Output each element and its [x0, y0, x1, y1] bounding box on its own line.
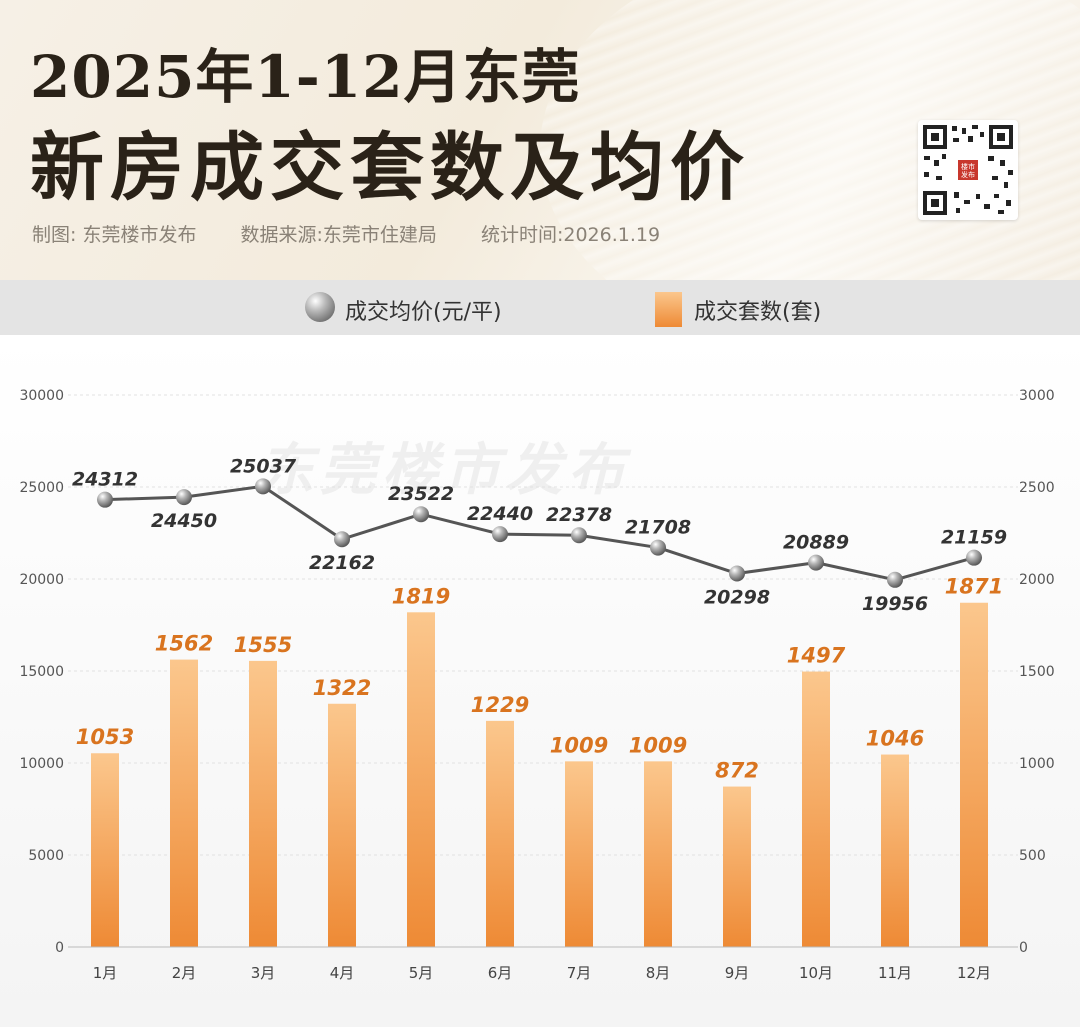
legend-price-marker-icon — [305, 292, 335, 322]
header: 2025年1-12月东莞 新房成交套数及均价 制图: 东莞楼市发布 数据来源:东… — [0, 0, 1080, 280]
price-value-label: 20298 — [704, 587, 770, 609]
price-value-label: 24450 — [151, 510, 217, 532]
right-axis-tick-label: 0 — [1019, 940, 1028, 956]
left-axis-tick-label: 20000 — [19, 572, 64, 588]
price-point — [808, 554, 824, 571]
bar-value-label: 1229 — [471, 693, 529, 717]
bar-value-label: 872 — [715, 759, 759, 783]
legend-bar: 成交均价(元/平) 成交套数(套) — [0, 280, 1080, 335]
x-axis-tick-label: 3月 — [251, 964, 276, 982]
price-value-label: 22378 — [546, 504, 612, 526]
bar-value-label: 1046 — [866, 727, 924, 751]
price-point — [255, 478, 271, 495]
left-axis-tick-label: 5000 — [28, 848, 64, 864]
price-value-label: 25037 — [230, 455, 297, 477]
svg-text:发布: 发布 — [961, 170, 975, 179]
qr-code[interactable]: 楼市 发布 — [918, 120, 1018, 220]
x-axis-tick-label: 7月 — [567, 964, 592, 982]
left-axis-tick-label: 15000 — [19, 664, 64, 680]
price-value-label: 22440 — [467, 503, 533, 525]
price-point — [729, 565, 745, 582]
qr-code-icon: 楼市 发布 — [923, 125, 1013, 215]
bar — [881, 754, 909, 947]
bar-value-label: 1871 — [945, 575, 1003, 599]
bar-value-label: 1053 — [76, 725, 134, 749]
bar — [960, 602, 988, 947]
x-axis-tick-label: 11月 — [878, 964, 912, 982]
right-axis-tick-label: 500 — [1019, 848, 1046, 864]
line-labels: 24312 24450 25037 22162 23522 22440 22378 21708… — [72, 455, 1007, 614]
price-value-label: 19956 — [862, 593, 928, 615]
x-axis-tick-label: 10月 — [799, 964, 833, 982]
price-point — [650, 539, 666, 556]
bar — [644, 761, 672, 947]
bar — [723, 786, 751, 947]
bar-value-label: 1819 — [392, 584, 450, 608]
left-axis-tick-label: 10000 — [19, 756, 64, 772]
line-series — [97, 478, 982, 588]
legend-price-label: 成交均价(元/平) — [345, 300, 502, 325]
bar — [802, 671, 830, 947]
axes: 0 0 5000 500 10000 1000 15000 1500 20000 2000 2500… — [19, 388, 1054, 982]
credit-text: 制图: 东莞楼市发布 — [32, 224, 197, 246]
bar — [91, 753, 119, 947]
title-line-2: 新房成交套数及均价 — [30, 125, 750, 211]
x-axis-tick-label: 4月 — [330, 964, 355, 982]
price-point — [334, 531, 350, 548]
x-axis-tick-label: 1月 — [93, 964, 118, 982]
price-point — [571, 527, 587, 544]
right-axis-tick-label: 3000 — [1019, 388, 1055, 404]
right-axis-tick-label: 2000 — [1019, 572, 1055, 588]
price-point — [492, 526, 508, 543]
price-value-label: 21159 — [941, 527, 1007, 549]
bar — [170, 659, 198, 947]
bar-labels: 1053 1562 1555 1322 1819 1229 1009 1009 872 1497 1… — [76, 575, 1003, 783]
price-point — [887, 571, 903, 588]
x-axis-tick-label: 8月 — [646, 964, 671, 982]
price-point — [413, 506, 429, 523]
price-line — [104, 484, 975, 582]
price-point — [966, 549, 982, 566]
left-axis-tick-label: 30000 — [19, 388, 64, 404]
bar — [407, 612, 435, 947]
bar-value-label: 1009 — [550, 733, 608, 757]
left-axis-tick-label: 25000 — [19, 480, 64, 496]
right-axis-tick-label: 2500 — [1019, 480, 1055, 496]
x-axis-tick-label: 2月 — [172, 964, 197, 982]
bar-value-label: 1497 — [787, 644, 846, 668]
bar — [328, 703, 356, 947]
x-axis-tick-label: 9月 — [725, 964, 750, 982]
price-value-label: 22162 — [309, 552, 375, 574]
x-axis-tick-label: 5月 — [409, 964, 434, 982]
qr-logo-text: 楼市 — [961, 162, 975, 171]
bar — [565, 761, 593, 947]
bar — [249, 660, 277, 947]
stat-time-text: 统计时间:2026.1.19 — [480, 224, 661, 246]
price-point — [176, 489, 192, 506]
watermark: 东莞楼市发布 — [258, 438, 630, 503]
bar-value-label: 1322 — [313, 676, 371, 700]
bar — [486, 720, 514, 947]
bar-series — [91, 602, 988, 947]
bar-value-label: 1555 — [234, 633, 292, 657]
price-value-label: 20889 — [783, 532, 849, 554]
right-axis-tick-label: 1000 — [1019, 756, 1055, 772]
x-axis-tick-label: 6月 — [488, 964, 513, 982]
price-value-label: 24312 — [72, 469, 138, 491]
legend-units-marker-icon — [655, 292, 682, 327]
legend-units-label: 成交套数(套) — [694, 300, 822, 325]
title-line-1: 2025年1-12月东莞 — [30, 43, 581, 111]
price-value-label: 23522 — [388, 483, 454, 505]
left-axis-tick-label: 0 — [55, 940, 64, 956]
bar-value-label: 1009 — [629, 733, 687, 757]
right-axis-tick-label: 1500 — [1019, 664, 1055, 680]
x-axis-tick-label: 12月 — [957, 964, 991, 982]
bar-value-label: 1562 — [155, 632, 213, 656]
price-value-label: 21708 — [625, 517, 691, 539]
grid-lines — [68, 394, 1018, 948]
source-text: 数据来源:东莞市住建局 — [240, 224, 437, 246]
price-point — [97, 491, 113, 508]
meta-info: 制图: 东莞楼市发布 数据来源:东莞市住建局 统计时间:2026.1.19 — [32, 220, 698, 247]
